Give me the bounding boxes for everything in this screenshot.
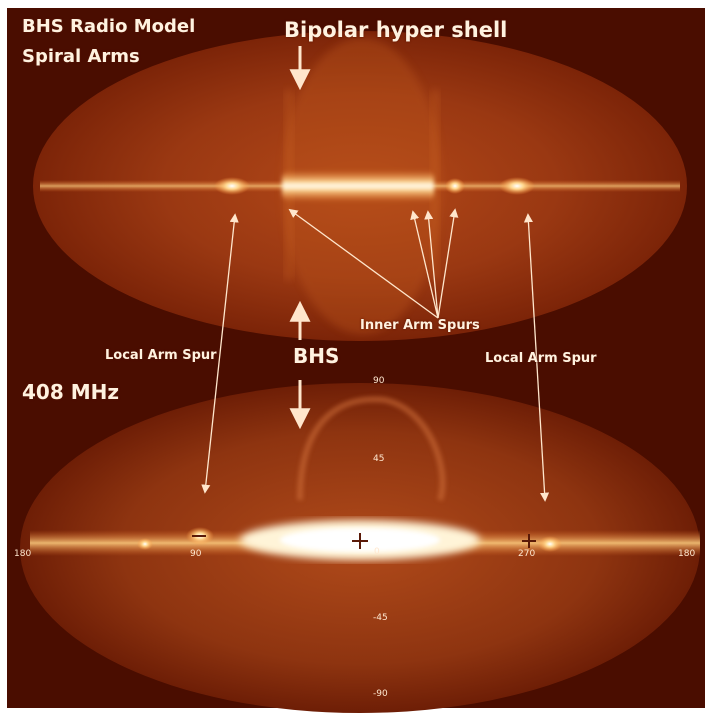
- lon-tick-180-left: 180: [14, 549, 31, 559]
- lat-tick-0: 0: [374, 547, 380, 557]
- inner-spurs-label: Inner Arm Spurs: [360, 318, 480, 333]
- lon-tick-180-right: 180: [678, 549, 695, 559]
- bhs-label: BHS: [293, 344, 339, 368]
- frequency-label: 408 MHz: [22, 380, 119, 404]
- lat-tick-m45: -45: [373, 613, 388, 623]
- model-subtitle: Spiral Arms: [22, 46, 140, 67]
- lon-tick-270: 270: [518, 549, 535, 559]
- lat-tick-90: 90: [373, 376, 384, 386]
- radio-408mhz-map: [20, 383, 700, 713]
- lat-tick-45: 45: [373, 454, 384, 464]
- local-arm-label-left: Local Arm Spur: [105, 348, 217, 363]
- lon-tick-90: 90: [190, 549, 201, 559]
- model-title: BHS Radio Model: [22, 16, 195, 37]
- bipolar-label: Bipolar hyper shell: [284, 18, 507, 42]
- local-arm-label-right: Local Arm Spur: [485, 351, 597, 366]
- model-map: [33, 31, 687, 341]
- lat-tick-m90: -90: [373, 689, 388, 699]
